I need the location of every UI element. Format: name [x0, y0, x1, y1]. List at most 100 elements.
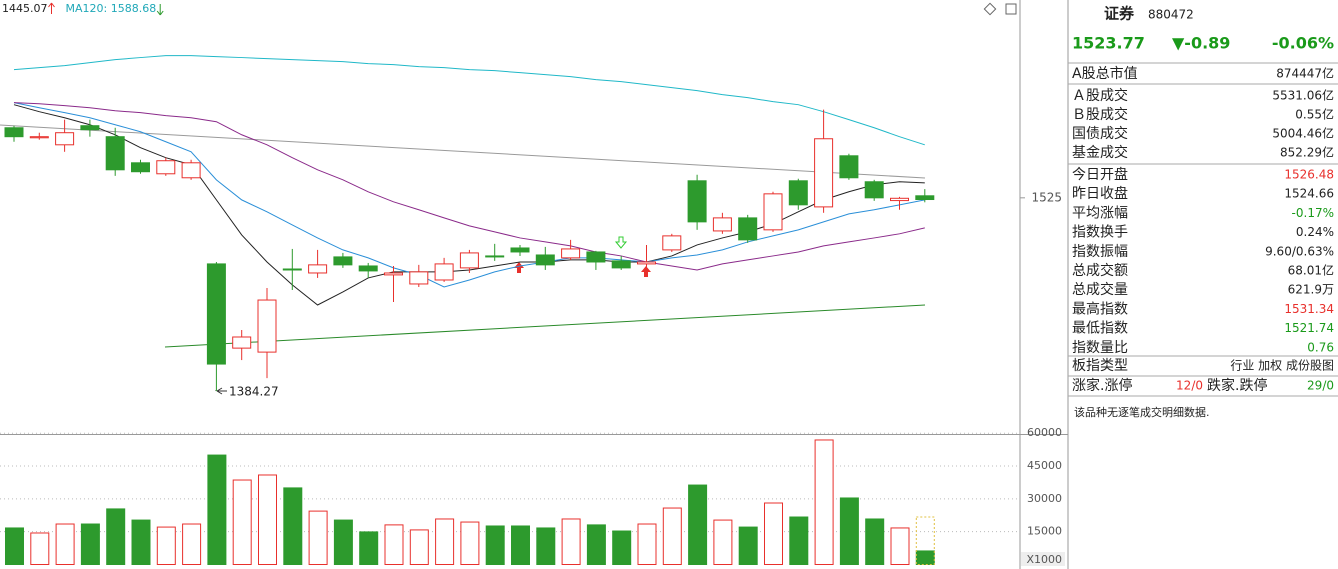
row-label: 基金成交 — [1072, 144, 1128, 161]
row-label: 最高指数 — [1072, 300, 1128, 317]
volume-bar — [915, 550, 935, 566]
ma-line — [13, 55, 925, 146]
candle-body — [282, 268, 302, 271]
row-label: Ａ股成交 — [1072, 87, 1128, 104]
low-marker-arrow — [216, 387, 227, 395]
tool-icon[interactable] — [1005, 3, 1017, 15]
candle-body — [80, 125, 100, 131]
ma-line — [13, 102, 925, 288]
signals — [514, 236, 651, 277]
volume-bar — [131, 519, 151, 565]
row-value: 1524.66 — [1284, 187, 1334, 201]
volume-bar — [333, 519, 353, 565]
candle-body — [459, 252, 479, 269]
candle-body — [434, 263, 454, 281]
y-tick-label: 30000 — [1027, 492, 1062, 505]
candle-body — [763, 193, 783, 231]
volume-bar — [485, 525, 505, 566]
candle-body — [55, 132, 75, 146]
volume-bar — [662, 507, 682, 566]
volume-bar — [561, 518, 581, 566]
row-label: 平均涨幅 — [1072, 205, 1128, 221]
row-value: 9.60/0.63% — [1265, 244, 1334, 258]
row-value: 1531.34 — [1284, 302, 1334, 316]
row-value: 0.55亿 — [1295, 107, 1334, 122]
tool-icon[interactable] — [983, 2, 997, 16]
candle-body — [586, 251, 606, 263]
row-value: 621.9万 — [1288, 283, 1334, 297]
candle-body — [839, 155, 859, 179]
candle-body — [915, 195, 935, 201]
candle-body — [788, 180, 808, 206]
volume-forecast — [915, 516, 935, 566]
quote-price: 1523.77 — [1072, 34, 1145, 53]
row-value: 行业 加权 成份股图 — [1230, 359, 1334, 373]
row-value: 0.76 — [1307, 340, 1334, 354]
volume-bar — [612, 530, 632, 565]
row-label: 指数量比 — [1072, 340, 1128, 356]
volume-bar — [182, 523, 202, 565]
candle-body — [29, 136, 49, 139]
candle-body — [4, 127, 24, 138]
candle-body — [485, 255, 505, 258]
row-value: 0.24% — [1296, 225, 1334, 239]
y-tick-label: 15000 — [1027, 525, 1062, 538]
candle-body — [535, 254, 555, 266]
indicator-label: 1445.07 — [2, 2, 48, 15]
volume-bar — [738, 526, 758, 566]
row-value: -0.17% — [1292, 206, 1334, 220]
candle-body — [738, 217, 758, 241]
volume-bar — [207, 454, 227, 565]
volume-bar — [511, 525, 530, 566]
panel-note: 该品种无逐笔成交明细数据. — [1074, 405, 1210, 419]
row-label: A股总市值 — [1072, 65, 1138, 82]
candle-body — [333, 256, 353, 266]
volume-bar — [460, 521, 480, 565]
candle-body — [181, 162, 201, 179]
candle-body — [409, 271, 429, 285]
volume-bar — [865, 518, 885, 566]
quote-change: ▼-0.89 — [1172, 34, 1230, 53]
candle-body — [662, 235, 682, 251]
sell-signal — [614, 236, 628, 249]
candle-body — [814, 138, 834, 208]
low-annotation: 1384.27 — [229, 385, 279, 399]
volume-bar — [890, 527, 910, 566]
row-label: 指数振幅 — [1072, 244, 1128, 260]
volume-bar — [106, 508, 126, 565]
volume-bar — [713, 519, 733, 565]
candle-body — [257, 299, 277, 353]
ma-line — [13, 102, 925, 271]
volume-bar — [258, 474, 277, 566]
volume-unit: X1000 — [1026, 553, 1062, 566]
volume-bar — [359, 531, 379, 566]
row-value: 5004.46亿 — [1272, 126, 1334, 141]
indicator-arrow — [156, 4, 164, 16]
candle-body — [156, 160, 176, 175]
row-label: Ｂ股成交 — [1072, 106, 1128, 123]
candle-body — [206, 263, 226, 365]
row-label: 今日开盘 — [1072, 166, 1128, 183]
volume-bar — [764, 502, 783, 566]
volume-bar — [80, 523, 100, 565]
candle-body — [637, 261, 656, 265]
quote-change-pct: -0.06% — [1272, 34, 1334, 53]
candle-body — [611, 260, 631, 269]
candle-body — [890, 197, 909, 202]
volume-bar — [283, 487, 303, 565]
volume-bar — [384, 524, 404, 565]
candle-body — [358, 265, 378, 272]
candle-body — [384, 272, 403, 276]
volume-bar — [586, 524, 606, 565]
indicator-label: MA120: 1588.68 — [66, 2, 157, 15]
y-tick-label: 60000 — [1027, 426, 1062, 439]
row-value: 5531.06亿 — [1272, 88, 1334, 103]
volume-bar — [435, 518, 455, 566]
indicator-arrow — [48, 2, 55, 14]
volume-bar — [308, 510, 328, 566]
breadth-label: 跌家.跌停 — [1207, 377, 1267, 394]
row-value: 874447亿 — [1276, 66, 1334, 81]
candle-body — [131, 162, 150, 173]
